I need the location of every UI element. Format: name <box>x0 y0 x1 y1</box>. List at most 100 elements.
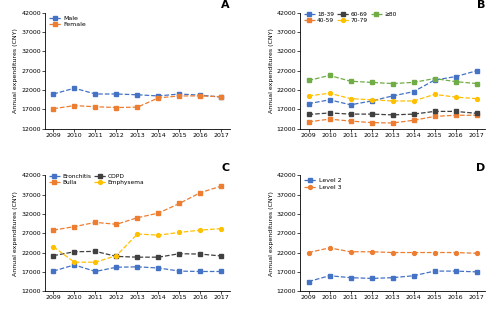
Level 2 <box>474 270 480 274</box>
COPD <box>198 252 203 256</box>
Male <box>156 94 162 98</box>
Female <box>92 105 98 109</box>
Female <box>156 96 162 100</box>
Bronchitis <box>72 263 78 267</box>
70-79 <box>390 99 396 103</box>
Bronchitis <box>92 269 98 273</box>
COPD <box>114 254 119 258</box>
Line: Bulla: Bulla <box>52 184 224 232</box>
Line: Level 2: Level 2 <box>306 269 478 284</box>
Level 2 <box>368 276 374 280</box>
COPD <box>92 250 98 253</box>
60-69 <box>348 112 354 116</box>
40-59 <box>348 119 354 123</box>
Bronchitis <box>176 269 182 273</box>
Level 3 <box>348 250 354 254</box>
Bulla <box>50 228 56 232</box>
Female <box>114 106 119 109</box>
70-79 <box>368 98 374 102</box>
Line: Male: Male <box>52 86 224 99</box>
≥80 <box>306 78 312 82</box>
Level 3 <box>452 251 458 254</box>
Male <box>218 95 224 99</box>
Bronchitis <box>218 269 224 273</box>
Emphysema <box>134 232 140 236</box>
18-39 <box>368 99 374 103</box>
Female <box>72 104 78 108</box>
Legend: Male, Female: Male, Female <box>48 15 87 28</box>
Text: A: A <box>221 1 230 11</box>
60-69 <box>452 109 458 113</box>
70-79 <box>348 97 354 100</box>
Level 2 <box>452 269 458 273</box>
Emphysema <box>198 228 203 232</box>
COPD <box>50 254 56 258</box>
Level 2 <box>348 276 354 280</box>
≥80 <box>474 82 480 85</box>
Emphysema <box>156 233 162 237</box>
Bulla <box>176 202 182 205</box>
Level 3 <box>390 251 396 254</box>
Male <box>114 92 119 96</box>
Bronchitis <box>134 265 140 269</box>
COPD <box>218 254 224 258</box>
Line: Emphysema: Emphysema <box>52 227 224 264</box>
Y-axis label: Annual expenditures (CNY): Annual expenditures (CNY) <box>268 28 274 113</box>
COPD <box>72 250 78 254</box>
Bronchitis <box>198 269 203 273</box>
Male <box>134 93 140 97</box>
Text: C: C <box>222 163 230 173</box>
18-39 <box>306 102 312 106</box>
60-69 <box>306 113 312 116</box>
Level 2 <box>326 274 332 278</box>
60-69 <box>368 112 374 116</box>
Emphysema <box>176 230 182 234</box>
Male <box>50 92 56 96</box>
Line: 70-79: 70-79 <box>306 91 478 103</box>
≥80 <box>410 81 416 84</box>
18-39 <box>432 78 438 82</box>
Male <box>198 93 203 97</box>
COPD <box>156 255 162 259</box>
Level 3 <box>368 250 374 254</box>
60-69 <box>474 111 480 115</box>
18-39 <box>410 90 416 93</box>
60-69 <box>410 112 416 116</box>
Level 3 <box>306 251 312 254</box>
18-39 <box>452 75 458 78</box>
40-59 <box>326 117 332 121</box>
Level 2 <box>410 274 416 278</box>
Male <box>72 86 78 90</box>
≥80 <box>432 76 438 80</box>
COPD <box>134 255 140 259</box>
18-39 <box>474 69 480 73</box>
40-59 <box>432 115 438 118</box>
60-69 <box>390 113 396 117</box>
Bulla <box>114 222 119 226</box>
18-39 <box>390 94 396 98</box>
Emphysema <box>50 245 56 249</box>
Line: 18-39: 18-39 <box>306 69 478 107</box>
Level 2 <box>390 276 396 280</box>
70-79 <box>452 95 458 99</box>
Bronchitis <box>156 266 162 270</box>
Level 3 <box>432 251 438 254</box>
Male <box>176 92 182 96</box>
70-79 <box>432 92 438 96</box>
40-59 <box>410 118 416 122</box>
70-79 <box>410 99 416 103</box>
Bulla <box>198 191 203 195</box>
70-79 <box>326 91 332 95</box>
18-39 <box>348 103 354 107</box>
Line: Bronchitis: Bronchitis <box>52 263 224 273</box>
Text: D: D <box>476 163 485 173</box>
Legend: 18-39, 40-59, 60-69, 70-79, ≥80: 18-39, 40-59, 60-69, 70-79, ≥80 <box>303 11 397 23</box>
40-59 <box>306 120 312 124</box>
Emphysema <box>72 260 78 264</box>
Bulla <box>134 216 140 220</box>
Line: 60-69: 60-69 <box>306 109 478 117</box>
60-69 <box>326 111 332 115</box>
COPD <box>176 252 182 256</box>
Bulla <box>156 211 162 215</box>
Male <box>92 92 98 96</box>
